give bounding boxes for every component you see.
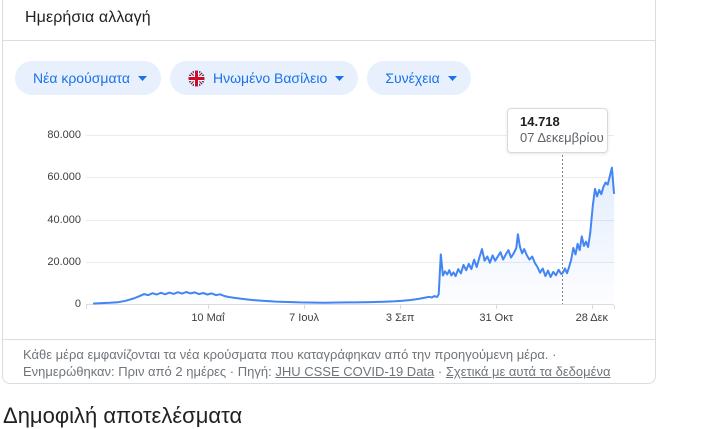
y-axis-label: 0 [74,298,81,310]
gridline [86,261,614,263]
card-title: Ημερήσια αλλαγή [25,9,151,26]
metric-chip-label: Νέα κρούσματα [33,70,130,86]
y-axis-label: 20.000 [47,255,81,268]
gridline [86,135,614,136]
chart-tooltip: 14.718 07 Δεκεμβρίου [507,108,608,153]
x-axis-label: 3 Σεπ [385,312,415,324]
daily-cases-line-chart[interactable]: 14.718 07 Δεκεμβρίου 80.000 60.000 40.000 2… [47,108,615,324]
continue-dropdown-chip[interactable]: Συνέχεια [367,61,471,95]
tooltip-value: 14.718 [520,114,560,129]
country-chip-label: Ηνωμένο Βασίλειο [212,70,328,86]
gridline [86,304,614,305]
tooltip-date: 07 Δεκεμβρίου [520,130,604,145]
gridline [86,177,614,179]
x-axis-label: 28 Δεκ [575,312,609,324]
x-axis-tick [304,305,306,309]
x-axis-label: 10 Μαΐ [191,312,225,324]
footnote-separator: · [434,364,446,379]
gridline [86,219,614,221]
x-axis-label: 31 Οκτ [479,312,514,324]
filter-chips-row: Νέα κρούσματα Ηνωμένο Βασίλειο [15,61,471,95]
uk-flag-icon [188,69,205,87]
source-link[interactable]: JHU CSSE COVID-19 Data [275,364,435,379]
x-axis-label: 7 Ιουλ [289,312,319,324]
x-axis-tick [496,305,498,309]
popular-results-heading: Δημοφιλή αποτελέσματα [3,403,243,428]
cases-line-series [92,166,615,305]
footnote-text: Κάθε μέρα εμφανίζονται τα νέα κρούσματα … [23,347,557,379]
source-footnote: Κάθε μέρα εμφανίζονται τα νέα κρούσματα … [23,346,637,380]
metric-dropdown-chip[interactable]: Νέα κρούσματα [15,61,161,95]
header-divider [3,40,655,41]
x-axis-tick [591,305,593,309]
hover-indicator-line [562,147,564,304]
about-data-link[interactable]: Σχετικά με αυτά τα δεδομένα [445,364,611,379]
y-axis-label: 60.000 [47,171,81,184]
chevron-down-icon [447,75,457,81]
y-axis-label: 80.000 [47,129,81,141]
y-axis-label: 40.000 [47,213,81,226]
continue-chip-label: Συνέχεια [385,70,440,86]
chevron-down-icon [137,75,147,81]
chevron-down-icon [335,75,345,81]
x-axis-tick [400,305,402,309]
x-axis-tick [207,305,209,309]
x-axis-tick [86,305,87,309]
x-axis-tick [614,305,615,309]
covid-daily-change-card: Ημερήσια αλλαγή Νέα κρούσματα [2,0,656,384]
footer-divider [3,339,655,340]
country-dropdown-chip[interactable]: Ηνωμένο Βασίλειο [169,61,359,95]
